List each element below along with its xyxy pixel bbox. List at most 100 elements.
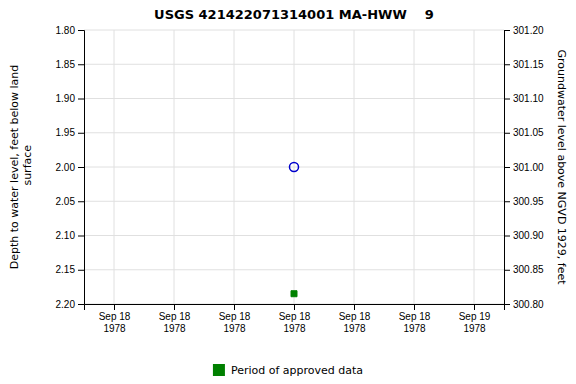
tick-mark	[504, 201, 510, 202]
tick-mark	[504, 30, 510, 31]
tick-mark	[294, 304, 295, 310]
tick-mark	[78, 167, 84, 168]
points	[289, 162, 298, 296]
tick-mark	[504, 99, 510, 100]
tick-mark	[504, 167, 510, 168]
y2-axis-label: Groundwater level above NGVD 1929, feet	[555, 49, 568, 285]
tick-mark	[414, 304, 415, 310]
tick: 300.95	[504, 196, 544, 207]
tick-mark	[474, 304, 475, 310]
tick-mark	[504, 236, 510, 237]
tick-label-line: Sep 18	[219, 311, 251, 322]
y2-axis: 300.80 300.85 300.90 300.95 301.00 301.05 301.…	[504, 25, 544, 310]
tick: 300.85	[504, 264, 544, 275]
tick-label: 1.85	[56, 59, 76, 70]
tick-label: 2.05	[56, 196, 76, 207]
tick-mark	[78, 99, 84, 100]
tick-mark	[504, 270, 510, 271]
tick-mark	[504, 133, 510, 134]
tick-label-line: 1978	[103, 323, 126, 334]
tick-label: 1.90	[56, 93, 76, 104]
title: USGS 421422071314001 MA-HWW 9	[154, 7, 434, 22]
axis-line	[78, 31, 85, 305]
tick-mark	[354, 304, 355, 310]
y-axis: 1.80 1.85 1.90 1.95 2.00 2.05 2.10 2.15 2.20	[56, 25, 85, 310]
tick-label-line: Sep 18	[279, 311, 311, 322]
tick-label-line: Sep 19	[459, 311, 491, 322]
tick: 1.95	[56, 127, 84, 138]
x-axis: Sep 181978Sep 181978Sep 181978Sep 181978…	[85, 304, 505, 334]
y-axis-label-line: Depth to water level, feet below land	[8, 65, 21, 270]
tick: Sep 181978	[399, 304, 431, 334]
tick-mark	[234, 304, 235, 310]
tick-label: Sep 181978	[99, 311, 131, 334]
point	[289, 162, 298, 171]
grid-line-x	[234, 30, 235, 304]
tick-label: 2.15	[56, 264, 76, 275]
tick: 2.10	[56, 230, 84, 241]
grid-line-x	[174, 30, 175, 304]
tick-label: 301.00	[513, 162, 544, 173]
tick-mark	[78, 201, 84, 202]
tick-label: 301.15	[513, 59, 544, 70]
tick-label-line: 1978	[463, 323, 486, 334]
tick-label-line: 1978	[283, 323, 306, 334]
tick: 301.15	[504, 59, 544, 70]
chart-svg: 1.80 1.85 1.90 1.95 2.00 2.05 2.10 2.15 2.20 300.…	[0, 0, 576, 384]
axis-line	[505, 31, 511, 305]
tick-label: Sep 181978	[399, 311, 431, 334]
tick-label: 300.80	[513, 299, 544, 310]
tick-label: Sep 181978	[339, 311, 371, 334]
legend-label: Period of approved data	[231, 364, 363, 377]
legend-swatch	[213, 364, 225, 376]
tick-mark	[78, 30, 84, 31]
plot-area: 1.80 1.85 1.90 1.95 2.00 2.05 2.10 2.15 2.20 300.…	[8, 25, 568, 334]
axis-line	[85, 305, 505, 311]
tick-mark	[174, 304, 175, 310]
tick-mark	[78, 236, 84, 237]
grid-line-x	[414, 30, 415, 304]
tick-label-line: Sep 18	[99, 311, 131, 322]
tick: Sep 181978	[339, 304, 371, 334]
tick: 301.00	[504, 162, 544, 173]
y-axis-label-line: surface	[21, 145, 34, 189]
tick-label-line: 1978	[223, 323, 246, 334]
tick-label: 1.95	[56, 127, 76, 138]
tick-mark	[78, 270, 84, 271]
tick-label-line: 1978	[163, 323, 186, 334]
tick-mark	[114, 304, 115, 310]
tick: 2.05	[56, 196, 84, 207]
tick: Sep 181978	[159, 304, 191, 334]
tick-mark	[78, 304, 84, 305]
tick: Sep 181978	[219, 304, 251, 334]
grid-line-x	[294, 30, 295, 304]
tick-label: 301.10	[513, 93, 544, 104]
tick-label-line: Sep 18	[339, 311, 371, 322]
tick: 2.00	[56, 162, 84, 173]
grid	[84, 30, 504, 304]
tick-label: 2.10	[56, 230, 76, 241]
tick: 300.90	[504, 230, 544, 241]
tick: 1.85	[56, 59, 84, 70]
tick: 2.20	[56, 299, 84, 310]
tick-label-line: 1978	[403, 323, 426, 334]
tick-label: 1.80	[56, 25, 76, 36]
tick-mark	[78, 133, 84, 134]
tick-label-line: 1978	[343, 323, 366, 334]
tick-label: Sep 181978	[279, 311, 311, 334]
tick-label: 300.85	[513, 264, 544, 275]
tick-label: Sep 191978	[459, 311, 491, 334]
point	[291, 291, 297, 297]
tick: Sep 181978	[279, 304, 311, 334]
tick-label: 301.05	[513, 127, 544, 138]
legend: Period of approved data	[213, 364, 363, 377]
y-axis-label: Depth to water level, feet below land su…	[8, 65, 34, 270]
legend-item: Period of approved data	[213, 364, 363, 377]
tick-label-line: Sep 18	[399, 311, 431, 322]
tick-mark	[504, 64, 510, 65]
tick-label: 2.20	[56, 299, 76, 310]
tick: 1.80	[56, 25, 84, 36]
tick: 2.15	[56, 264, 84, 275]
tick: 1.90	[56, 93, 84, 104]
tick: Sep 181978	[99, 304, 131, 334]
